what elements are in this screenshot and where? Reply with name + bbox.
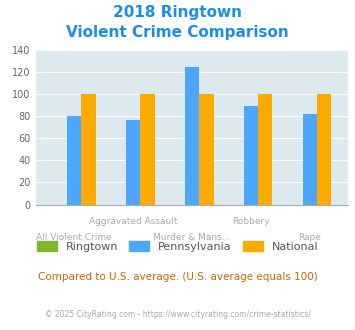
Text: Aggravated Assault: Aggravated Assault — [88, 217, 177, 226]
Text: Robbery: Robbery — [232, 217, 269, 226]
Text: All Violent Crime: All Violent Crime — [36, 233, 112, 242]
Bar — [258, 94, 272, 205]
Text: Rape: Rape — [298, 233, 321, 242]
Legend: Ringtown, Pennsylvania, National: Ringtown, Pennsylvania, National — [32, 237, 323, 256]
Text: Compared to U.S. average. (U.S. average equals 100): Compared to U.S. average. (U.S. average … — [38, 272, 317, 282]
Text: 2018 Ringtown: 2018 Ringtown — [113, 5, 242, 20]
Text: © 2025 CityRating.com - https://www.cityrating.com/crime-statistics/: © 2025 CityRating.com - https://www.city… — [45, 310, 310, 319]
Bar — [244, 106, 258, 205]
Bar — [67, 116, 81, 205]
Text: Violent Crime Comparison: Violent Crime Comparison — [66, 25, 289, 40]
Bar — [317, 94, 332, 205]
Text: Murder & Mans...: Murder & Mans... — [153, 233, 230, 242]
Bar — [185, 67, 199, 205]
Bar — [200, 94, 213, 205]
Bar — [82, 94, 95, 205]
Bar — [302, 114, 317, 205]
Bar — [126, 120, 140, 205]
Bar — [141, 94, 154, 205]
